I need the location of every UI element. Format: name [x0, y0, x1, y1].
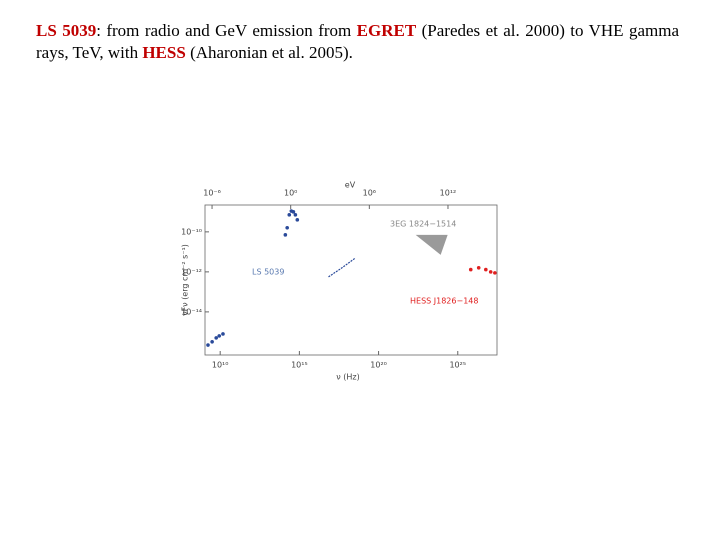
data-point: [476, 265, 481, 270]
data-point: [217, 334, 222, 338]
x2-tick-label: 10¹²: [440, 189, 457, 198]
data-point: [283, 233, 288, 237]
data-point: [295, 218, 300, 222]
x2-tick-label: 10⁰: [284, 189, 297, 198]
data-point: [488, 270, 493, 274]
annotation: HESS J1826−148: [410, 297, 478, 306]
data-point: [291, 210, 296, 214]
heading-highlight: EGRET: [356, 21, 417, 40]
x-axis-label: ν (Hz): [336, 373, 359, 382]
y-tick-label: 10⁻¹⁰: [181, 227, 202, 236]
plot-frame: [204, 204, 498, 356]
data-point: [287, 213, 292, 217]
flux-band: [415, 234, 448, 255]
x-tick-label: 10¹⁵: [291, 361, 308, 370]
data-point: [484, 267, 488, 272]
x-tick-label: 10²⁵: [449, 361, 466, 370]
x2-tick-label: 10⁻⁶: [203, 189, 221, 198]
heading: LS 5039: from radio and GeV emission fro…: [36, 20, 679, 64]
data-point: [285, 225, 289, 230]
heading-highlight: LS 5039: [36, 21, 97, 40]
data-point: [210, 339, 214, 344]
data-point: [493, 271, 497, 275]
x-tick-label: 10¹⁰: [212, 361, 229, 370]
data-point: [206, 343, 210, 347]
y-tick-label: 10⁻¹⁴: [181, 307, 202, 316]
flux-line: [328, 257, 356, 278]
x-tick-label: 10²⁰: [370, 361, 387, 370]
annotation: 3EG 1824−1514: [390, 220, 456, 229]
heading-highlight: HESS: [142, 43, 186, 62]
annotation: LS 5039: [252, 268, 284, 277]
y-axis-label: νFν (erg cm⁻² s⁻¹): [181, 244, 190, 316]
heading-text: : from radio and GeV emission from: [96, 21, 357, 40]
data-point: [468, 267, 473, 272]
data-point: [221, 332, 225, 336]
x2-axis-label: eV: [345, 181, 356, 190]
data-point: [293, 213, 298, 217]
y-tick-label: 10⁻¹²: [181, 267, 202, 276]
x2-tick-label: 10⁶: [363, 189, 376, 198]
heading-text: (Paredes et al. 2000) to VHE gamma rays,…: [36, 21, 679, 62]
data-point: [214, 336, 218, 340]
heading-text: (Aharonian et al. 2005).: [185, 43, 353, 62]
